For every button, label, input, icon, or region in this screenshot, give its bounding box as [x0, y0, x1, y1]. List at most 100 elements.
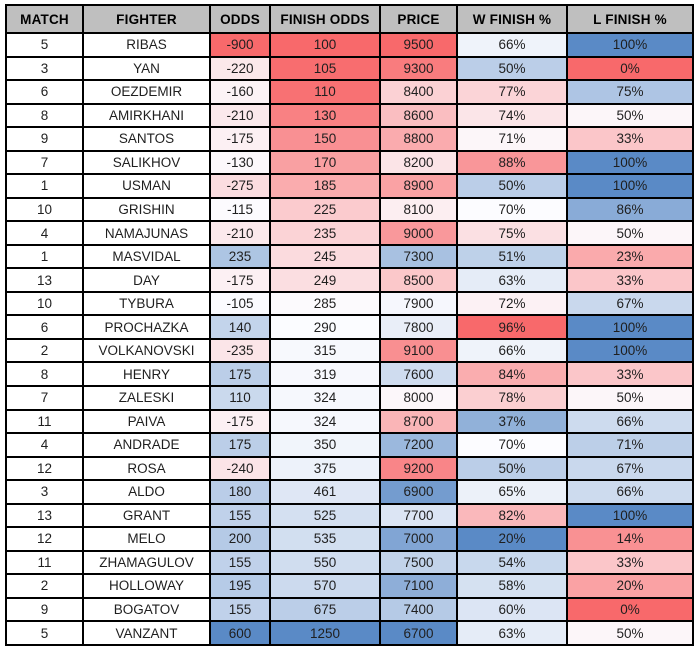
l-finish-cell: 100% — [566, 149, 694, 176]
table-row: 3 ALDO 180 461 6900 65% 66% — [5, 479, 694, 505]
finish-odds-cell: 535 — [269, 526, 381, 552]
finish-odds-cell: 285 — [269, 290, 381, 317]
l-finish-cell: 14% — [566, 526, 694, 552]
finish-odds-cell: 675 — [269, 596, 381, 623]
finish-odds-cell: 375 — [269, 455, 381, 482]
price-cell: 6900 — [379, 479, 458, 505]
finish-odds-cell: 1250 — [269, 620, 381, 646]
table-row: 9 BOGATOV 155 675 7400 60% 0% — [5, 596, 694, 623]
w-finish-cell: 82% — [456, 502, 568, 529]
w-finish-cell: 78% — [456, 384, 568, 411]
w-finish-cell: 84% — [456, 361, 568, 387]
odds-cell: 200 — [209, 526, 271, 552]
fighter-cell: TYBURA — [82, 290, 211, 317]
match-cell: 10 — [5, 290, 84, 317]
odds-cell: 175 — [209, 361, 271, 387]
table-row: 13 GRANT 155 525 7700 82% 100% — [5, 502, 694, 529]
table-row: 5 VANZANT 600 1250 6700 63% 50% — [5, 620, 694, 646]
price-cell: 7100 — [379, 573, 458, 599]
price-cell: 7000 — [379, 526, 458, 552]
w-finish-cell: 72% — [456, 290, 568, 317]
l-finish-cell: 100% — [566, 337, 694, 364]
l-finish-cell: 100% — [566, 32, 694, 58]
w-finish-cell: 71% — [456, 126, 568, 152]
odds-cell: 155 — [209, 596, 271, 623]
finish-odds-cell: 100 — [269, 32, 381, 58]
odds-cell: -210 — [209, 220, 271, 246]
odds-cell: -105 — [209, 290, 271, 317]
l-finish-cell: 0% — [566, 596, 694, 623]
w-finish-cell: 50% — [456, 173, 568, 199]
match-cell: 6 — [5, 79, 84, 105]
odds-cell: -900 — [209, 32, 271, 58]
table-row: 11 ZHAMAGULOV 155 550 7500 54% 33% — [5, 549, 694, 576]
odds-cell: -240 — [209, 455, 271, 482]
match-cell: 3 — [5, 55, 84, 82]
fighter-cell: NAMAJUNAS — [82, 220, 211, 246]
w-finish-cell: 60% — [456, 596, 568, 623]
finish-odds-cell: 570 — [269, 573, 381, 599]
fighter-cell: ANDRADE — [82, 432, 211, 458]
finish-odds-cell: 150 — [269, 126, 381, 152]
l-finish-cell: 50% — [566, 620, 694, 646]
match-cell: 5 — [5, 620, 84, 646]
finish-odds-cell: 324 — [269, 408, 381, 435]
finish-odds-cell: 185 — [269, 173, 381, 199]
match-cell: 13 — [5, 267, 84, 293]
finish-odds-cell: 525 — [269, 502, 381, 529]
table-row: 6 OEZDEMIR -160 110 8400 77% 75% — [5, 79, 694, 105]
l-finish-cell: 33% — [566, 549, 694, 576]
match-cell: 4 — [5, 432, 84, 458]
table-row: 1 USMAN -275 185 8900 50% 100% — [5, 173, 694, 199]
l-finish-cell: 75% — [566, 79, 694, 105]
w-finish-cell: 50% — [456, 455, 568, 482]
fighter-cell: BOGATOV — [82, 596, 211, 623]
finish-odds-cell: 130 — [269, 102, 381, 129]
table-row: 6 PROCHAZKA 140 290 7800 96% 100% — [5, 314, 694, 340]
l-finish-cell: 67% — [566, 455, 694, 482]
odds-cell: -160 — [209, 79, 271, 105]
header-finish-odds: FINISH ODDS — [269, 4, 381, 34]
odds-cell: -130 — [209, 149, 271, 176]
fighter-cell: RIBAS — [82, 32, 211, 58]
odds-cell: 175 — [209, 432, 271, 458]
match-cell: 12 — [5, 455, 84, 482]
fighter-cell: ROSA — [82, 455, 211, 482]
price-cell: 9100 — [379, 337, 458, 364]
w-finish-cell: 63% — [456, 620, 568, 646]
finish-odds-cell: 105 — [269, 55, 381, 82]
odds-cell: 110 — [209, 384, 271, 411]
header-odds: ODDS — [209, 4, 271, 34]
odds-cell: 600 — [209, 620, 271, 646]
price-cell: 7600 — [379, 361, 458, 387]
l-finish-cell: 67% — [566, 290, 694, 317]
header-w-finish: W FINISH % — [456, 4, 568, 34]
match-cell: 11 — [5, 549, 84, 576]
w-finish-cell: 37% — [456, 408, 568, 435]
price-cell: 7400 — [379, 596, 458, 623]
match-cell: 4 — [5, 220, 84, 246]
table-row: 5 RIBAS -900 100 9500 66% 100% — [5, 32, 694, 58]
w-finish-cell: 54% — [456, 549, 568, 576]
table-row: 3 YAN -220 105 9300 50% 0% — [5, 55, 694, 82]
fighter-cell: DAY — [82, 267, 211, 293]
match-cell: 11 — [5, 408, 84, 435]
finish-odds-cell: 290 — [269, 314, 381, 340]
fighter-cell: SALIKHOV — [82, 149, 211, 176]
l-finish-cell: 100% — [566, 502, 694, 529]
odds-cell: -235 — [209, 337, 271, 364]
l-finish-cell: 66% — [566, 408, 694, 435]
odds-cell: 140 — [209, 314, 271, 340]
table-row: 7 ZALESKI 110 324 8000 78% 50% — [5, 384, 694, 411]
odds-cell: 155 — [209, 549, 271, 576]
fighter-cell: AMIRKHANI — [82, 102, 211, 129]
l-finish-cell: 50% — [566, 220, 694, 246]
w-finish-cell: 51% — [456, 243, 568, 270]
table-row: 2 VOLKANOVSKI -235 315 9100 66% 100% — [5, 337, 694, 364]
table-row: 7 SALIKHOV -130 170 8200 88% 100% — [5, 149, 694, 176]
header-match: MATCH — [5, 4, 84, 34]
fight-odds-table: MATCH FIGHTER ODDS FINISH ODDS PRICE W F… — [5, 4, 694, 646]
table-row: 12 MELO 200 535 7000 20% 14% — [5, 526, 694, 552]
match-cell: 9 — [5, 126, 84, 152]
